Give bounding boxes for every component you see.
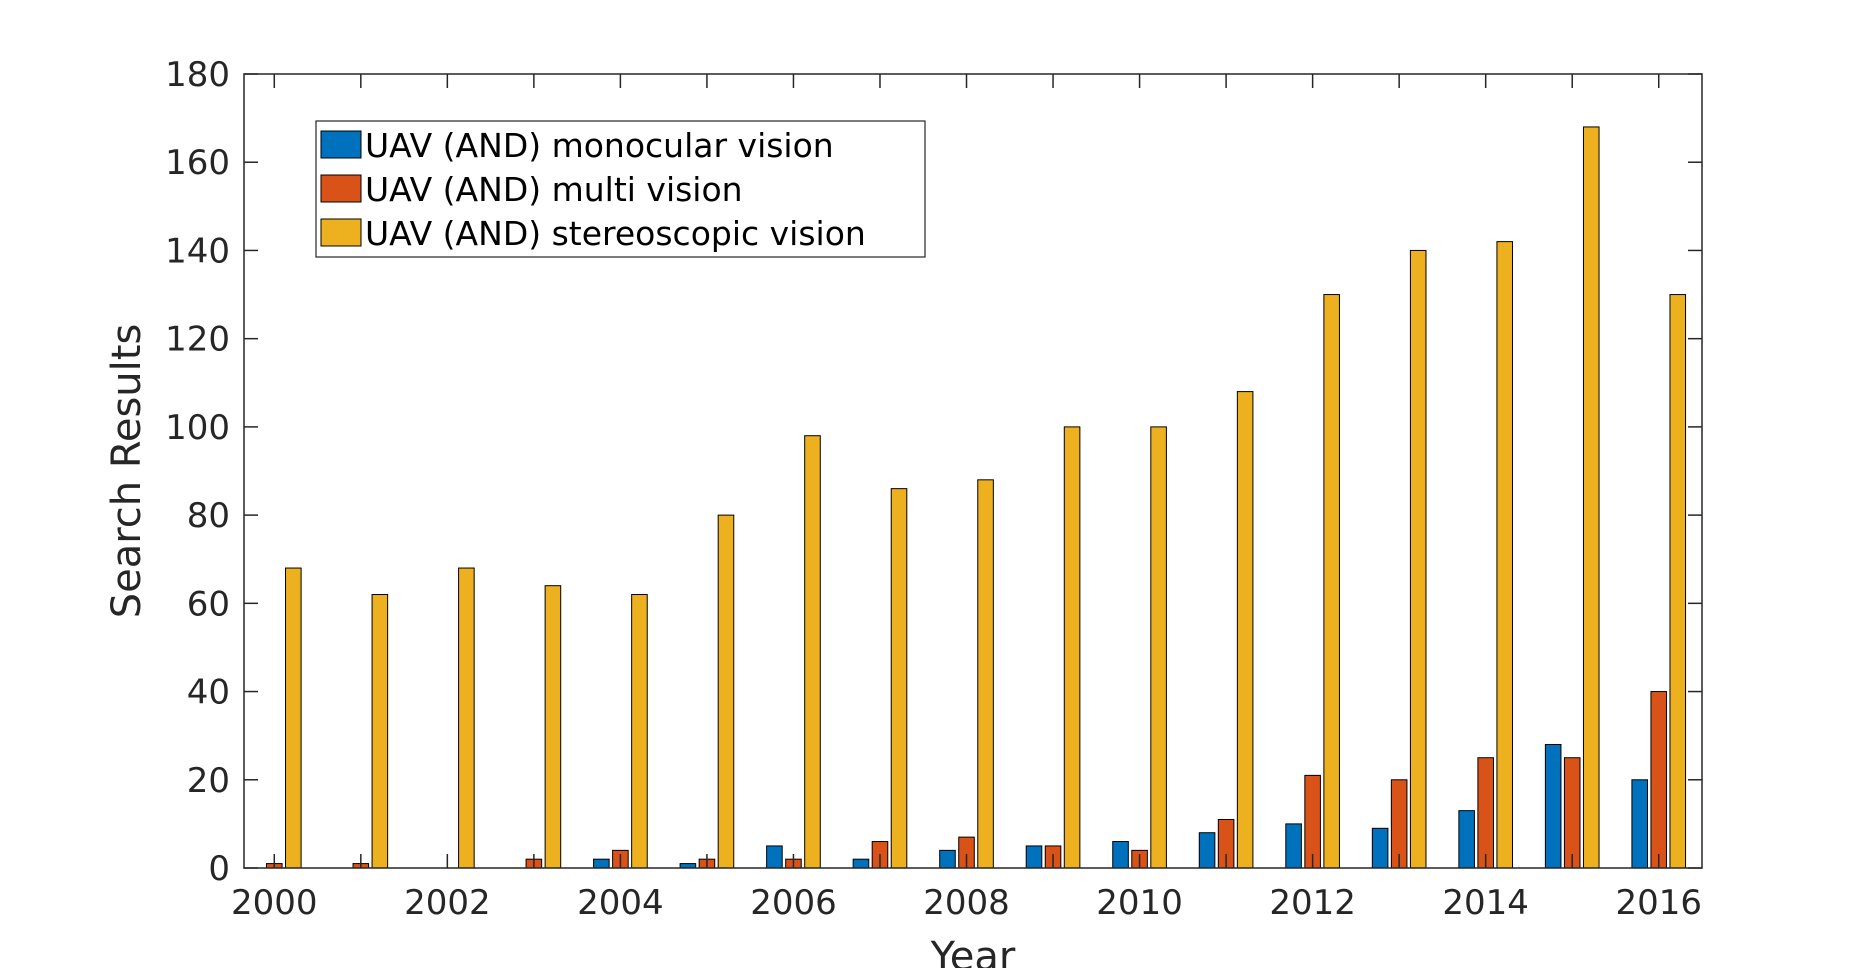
bar-2006-series-0 (766, 845, 783, 869)
x-tick-label-2004: 2004 (577, 883, 664, 923)
legend-swatch-monocular (320, 130, 362, 159)
legend: UAV (AND) monocular vision UAV (AND) mul… (315, 120, 926, 258)
bar-2014-series-0 (1458, 810, 1475, 869)
y-tick-label-140: 140 (165, 231, 230, 271)
bar-2016-series-0 (1631, 779, 1648, 869)
x-tick-label-2008: 2008 (923, 883, 1010, 923)
bar-2009-series-0 (1025, 845, 1043, 869)
bar-2011-series-2 (1236, 391, 1254, 869)
bar-2012-series-2 (1323, 294, 1340, 869)
bar-2012-series-0 (1285, 823, 1302, 869)
y-tick-label-20: 20 (187, 761, 230, 801)
x-tick-label-2010: 2010 (1096, 883, 1183, 923)
bar-2004-series-0 (593, 858, 610, 869)
y-axis-title: Search Results (104, 324, 150, 619)
bar-2016-series-2 (1669, 294, 1687, 869)
bar-2015-series-2 (1582, 126, 1600, 869)
bar-2007-series-2 (890, 488, 908, 869)
legend-swatch-stereoscopic (320, 218, 362, 247)
bar-2004-series-2 (631, 594, 648, 869)
bar-2009-series-2 (1063, 426, 1081, 869)
legend-box (315, 120, 926, 258)
bar-2013-series-2 (1409, 249, 1427, 869)
bar-2016-series-1 (1650, 691, 1668, 869)
x-tick-label-2002: 2002 (404, 883, 491, 923)
x-tick-label-2000: 2000 (231, 883, 318, 923)
x-tick-label-2016: 2016 (1615, 883, 1702, 923)
bar-2007-series-0 (852, 858, 870, 869)
legend-label-monocular: UAV (AND) monocular vision (365, 126, 834, 165)
bar-2015-series-1 (1563, 757, 1581, 869)
legend-swatch-multi (320, 174, 362, 203)
x-tick-label-2006: 2006 (750, 883, 837, 923)
y-tick-label-80: 80 (187, 496, 230, 536)
bar-2000-series-2 (285, 567, 302, 869)
bar-2008-series-2 (977, 479, 994, 869)
bars-group (266, 126, 1687, 869)
bar-2015-series-0 (1544, 743, 1562, 869)
y-tick-label-60: 60 (187, 584, 230, 624)
legend-label-multi: UAV (AND) multi vision (365, 170, 743, 209)
y-tick-label-40: 40 (187, 673, 230, 713)
legend-label-stereoscopic: UAV (AND) stereoscopic vision (365, 214, 866, 253)
bar-2005-series-2 (717, 514, 735, 869)
bar-2010-series-0 (1112, 841, 1129, 869)
bar-2013-series-0 (1371, 827, 1389, 869)
bar-2011-series-0 (1198, 832, 1216, 869)
x-tick-label-2012: 2012 (1269, 883, 1356, 923)
bar-2014-series-2 (1496, 241, 1514, 869)
y-tick-label-180: 180 (165, 55, 230, 95)
bar-2008-series-0 (939, 849, 956, 869)
x-tick-label-2014: 2014 (1442, 883, 1529, 923)
bar-2001-series-2 (371, 594, 389, 869)
y-tick-label-120: 120 (165, 320, 230, 360)
y-tick-label-0: 0 (208, 849, 230, 889)
bar-2002-series-2 (458, 567, 475, 869)
y-tick-label-100: 100 (165, 408, 230, 448)
bar-2006-series-2 (804, 435, 821, 869)
plot-frame (243, 73, 1703, 869)
bar-2010-series-2 (1150, 426, 1167, 869)
x-axis-title: Year (930, 934, 1016, 968)
y-tick-label-160: 160 (165, 143, 230, 183)
bar-2003-series-2 (544, 585, 562, 869)
tick-labels-group: 0 20 40 60 80 100 120 140 160 180 2000 2002 2004 2006… (165, 55, 1702, 923)
bar-2014-series-1 (1477, 757, 1494, 869)
